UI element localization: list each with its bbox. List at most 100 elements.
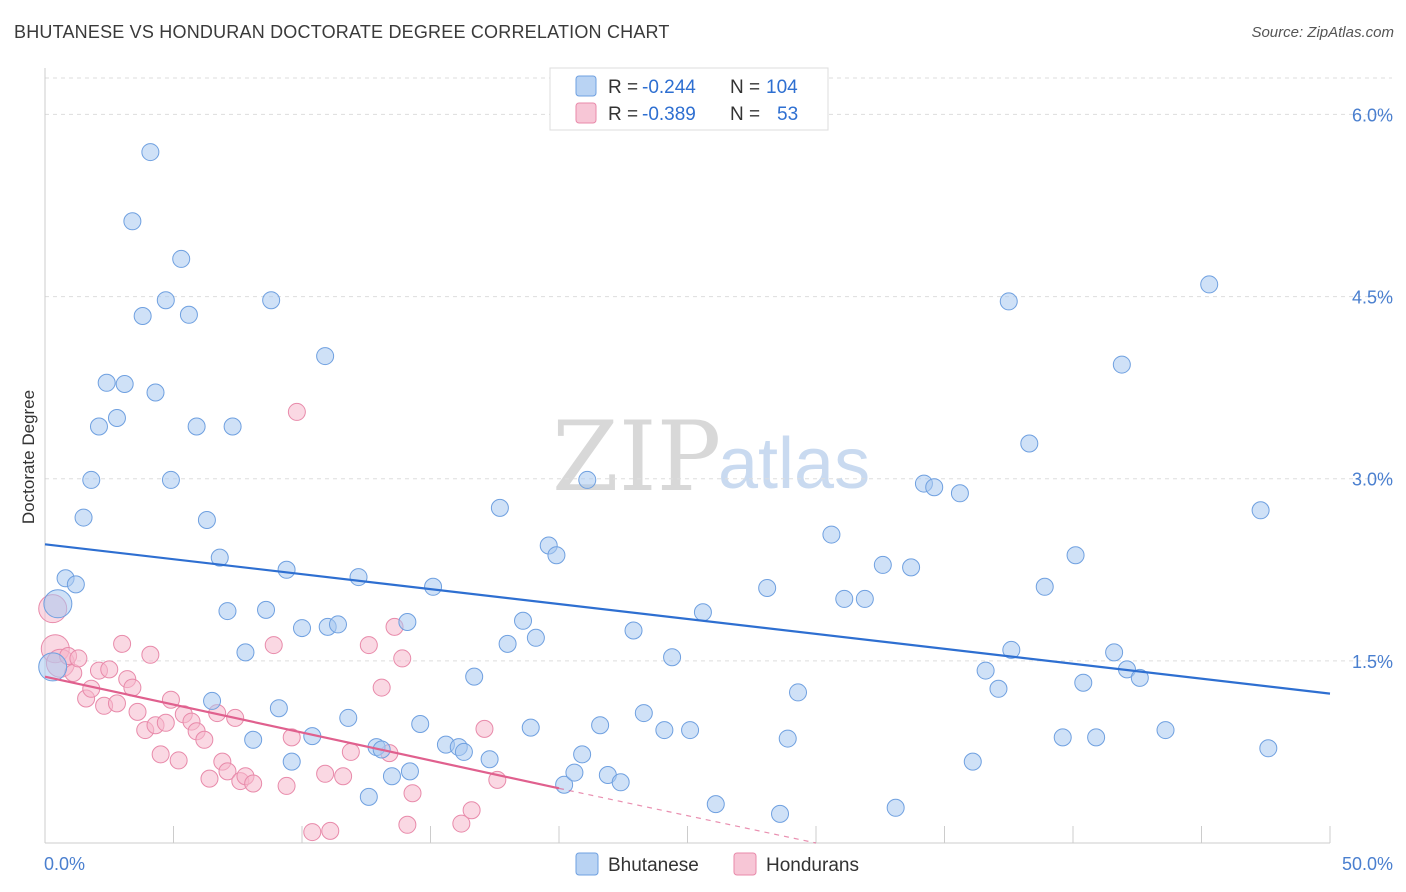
hondurans-point-30	[218, 762, 237, 781]
bhutanese-point-57	[547, 546, 566, 565]
bhutanese-point-96	[1105, 643, 1124, 662]
hondurans-r-value: -0.389	[642, 104, 696, 125]
bhutanese-point-49	[465, 667, 484, 686]
hondurans-point-22	[169, 751, 188, 770]
bhutanese-point-8	[107, 409, 126, 427]
bhutanese-point-92	[1053, 728, 1072, 747]
hondurans-point-37	[282, 728, 301, 747]
bhutanese-point-38	[359, 787, 378, 806]
bhutanese-point-21	[210, 548, 229, 567]
bhutanese-point-79	[873, 555, 892, 574]
bhutanese-point-10	[123, 212, 142, 231]
bhutanese-point-20	[203, 691, 222, 710]
bhutanese-point-23	[223, 417, 242, 436]
hondurans-n-value: 53	[777, 104, 798, 125]
bhutanese-point-42	[398, 613, 417, 631]
bhutanese-point-72	[758, 579, 777, 597]
hondurans-point-49	[398, 815, 417, 834]
hondurans-trend-extension	[558, 787, 817, 844]
bhutanese-point-45	[424, 577, 443, 596]
x-tick-label-1: 50.0%	[1342, 854, 1393, 874]
bhutanese-point-1	[43, 589, 73, 619]
bhutanese-point-84	[950, 484, 969, 503]
bhutanese-point-26	[257, 600, 276, 619]
bhutanese-point-3	[66, 575, 85, 594]
hondurans-point-19	[151, 745, 170, 764]
bhutanese-n-label: N =	[730, 77, 760, 98]
bhutanese-point-16	[172, 249, 191, 268]
bhutanese-point-6	[89, 417, 108, 436]
bhutanese-point-37	[349, 568, 368, 587]
bhutanese-point-64	[611, 773, 630, 792]
bhutanese-point-59	[565, 763, 584, 782]
bhutanese-point-13	[146, 383, 165, 402]
hondurans-n-label: N =	[730, 104, 760, 125]
bhutanese-point-70	[693, 603, 712, 622]
bhutanese-point-52	[498, 634, 517, 653]
bhutanese-point-102	[1251, 501, 1270, 520]
bhutanese-n-value: 104	[766, 77, 798, 98]
bhutanese-point-30	[282, 752, 301, 771]
x-tick-label-0: 0.0%	[44, 854, 85, 874]
bhutanese-point-86	[976, 661, 995, 680]
series-legend: Bhutanese Hondurans	[575, 852, 859, 876]
bhutanese-point-7	[97, 373, 116, 392]
y-tick-label-2: 4.5%	[1352, 288, 1393, 308]
bhutanese-point-78	[855, 589, 874, 608]
bhutanese-point-81	[902, 558, 921, 577]
bhutanese-point-68	[663, 648, 682, 667]
bhutanese-point-51	[490, 498, 509, 517]
bhutanese-point-19	[197, 511, 216, 529]
hondurans-point-35	[264, 636, 283, 655]
legend-hondurans-label: Hondurans	[766, 855, 859, 876]
bhutanese-point-18	[187, 417, 206, 436]
bhutanese-point-0	[38, 652, 68, 682]
bhutanese-point-22	[218, 602, 237, 621]
hondurans-swatch	[575, 102, 597, 124]
bhutanese-point-35	[328, 615, 347, 634]
source-credit: Source: ZipAtlas.com	[1251, 24, 1394, 41]
axes	[44, 68, 1331, 844]
bhutanese-point-94	[1074, 673, 1093, 692]
watermark: ZIP atlas	[552, 401, 870, 513]
bhutanese-point-11	[133, 307, 152, 325]
hondurans-point-36	[277, 776, 296, 795]
bhutanese-trend-line	[44, 543, 1331, 695]
hondurans-point-11	[107, 694, 126, 713]
bhutanese-point-25	[244, 730, 263, 749]
trend-lines	[44, 543, 1331, 844]
watermark-zip: ZIP	[552, 401, 721, 513]
y-tick-label-3: 6.0%	[1352, 105, 1393, 125]
bhutanese-point-88	[999, 292, 1018, 311]
hondurans-point-42	[334, 767, 353, 786]
bhutanese-point-67	[655, 721, 674, 740]
bhutanese-point-89	[1002, 640, 1021, 659]
bhutanese-point-103	[1259, 739, 1278, 758]
hondurans-point-27	[200, 769, 219, 788]
bhutanese-point-100	[1156, 721, 1175, 740]
bhutanese-point-73	[771, 804, 790, 823]
bhutanese-point-83	[925, 478, 944, 497]
hondurans-point-26	[195, 730, 214, 749]
bhutanese-point-9	[115, 375, 134, 393]
legend-hondurans-swatch	[733, 852, 757, 876]
bhutanese-point-77	[835, 589, 854, 608]
legend-bhutanese-swatch	[575, 852, 599, 876]
hondurans-point-38	[287, 402, 306, 421]
stats-legend: R = -0.244 N = 104 R = -0.389 N = 53	[549, 67, 829, 131]
hondurans-point-43	[341, 742, 360, 761]
hondurans-point-12	[113, 634, 132, 653]
hondurans-point-48	[393, 649, 412, 668]
bhutanese-point-69	[681, 721, 700, 740]
hondurans-point-44	[359, 636, 378, 655]
hondurans-point-20	[156, 713, 175, 732]
hondurans-point-5	[69, 649, 88, 668]
bhutanese-r-value: -0.244	[642, 77, 696, 98]
bhutanese-point-5	[82, 470, 101, 489]
hondurans-point-15	[128, 702, 147, 721]
bhutanese-point-75	[789, 683, 808, 702]
bhutanese-point-53	[514, 611, 533, 630]
bhutanese-point-4	[74, 508, 93, 527]
y-tick-label-1: 3.0%	[1352, 470, 1393, 490]
